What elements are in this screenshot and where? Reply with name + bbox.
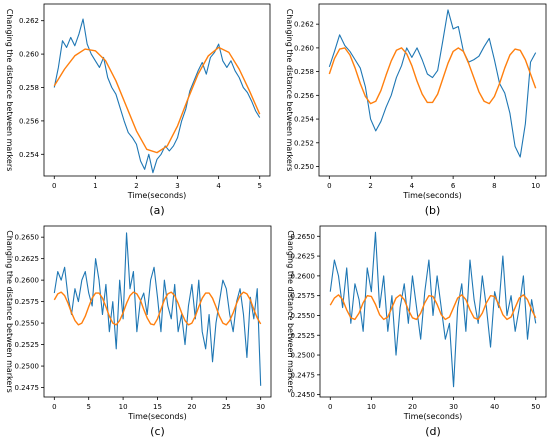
y-tick-label: 0.258 [19, 84, 39, 92]
y-tick-label: 0.262 [294, 21, 314, 29]
plot-frame [319, 225, 547, 398]
chart-panel: 0 5 10 15 20 25 30 0.2475 0.2500 0.2525 0.2550 0.25… [5, 225, 272, 438]
y-tick-label: 0.2550 [291, 312, 316, 320]
y-tick-label: 0.2650 [15, 234, 40, 242]
x-tick-label: 20 [187, 403, 196, 411]
y-tick-label: 0.2550 [15, 320, 40, 328]
x-tick-label: 4 [410, 182, 415, 190]
y-tick-label: 0.2475 [291, 371, 316, 379]
x-tick-label: 0 [327, 182, 331, 190]
y-tick-label: 0.2625 [291, 253, 316, 261]
x-tick-label: 5 [86, 403, 90, 411]
fit-series [329, 294, 537, 321]
x-tick-label: 2 [134, 182, 138, 190]
y-tick-label: 0.2500 [291, 352, 316, 360]
plot-frame [43, 3, 271, 177]
y-tick-label: 0.258 [294, 68, 314, 76]
measured-series [329, 231, 537, 388]
y-axis-label: Changing the distance between markers [5, 9, 14, 172]
y-tick-label: 0.2575 [15, 298, 40, 306]
x-tick-label: 3 [175, 182, 179, 190]
y-tick-label: 0.2500 [15, 363, 40, 371]
x-tick-label: 15 [153, 403, 162, 411]
y-tick-label: 0.2600 [15, 277, 40, 285]
panel-caption: (b) [425, 204, 441, 217]
chart-panel: 0 10 20 30 40 50 0.2450 0.2475 0.2500 0.2525 0.255… [286, 225, 547, 438]
x-tick-label: 10 [367, 403, 376, 411]
x-axis-label: Time(seconds) [402, 191, 462, 200]
x-tick-label: 50 [531, 403, 540, 411]
y-tick-label: 0.260 [294, 44, 314, 52]
y-tick-label: 0.252 [294, 139, 314, 147]
fit-series [53, 291, 262, 326]
x-tick-label: 20 [408, 403, 417, 411]
y-tick-label: 0.254 [294, 116, 315, 124]
panel-caption: (d) [425, 425, 441, 438]
x-tick-label: 1 [93, 182, 97, 190]
x-tick-label: 30 [256, 403, 265, 411]
y-tick-label: 0.256 [19, 117, 40, 125]
x-axis-label: Time(seconds) [127, 191, 187, 200]
x-tick-label: 40 [490, 403, 499, 411]
x-tick-label: 2 [368, 182, 372, 190]
y-tick-label: 0.2575 [291, 292, 316, 300]
x-tick-label: 5 [257, 182, 261, 190]
y-tick-label: 0.2450 [291, 391, 316, 399]
y-tick-label: 0.2525 [15, 341, 40, 349]
x-tick-label: 0 [52, 182, 56, 190]
y-axis-label: Changing the distance between markers [5, 230, 14, 393]
fit-series [53, 46, 261, 154]
panel-caption: (c) [150, 425, 165, 438]
measured-series [53, 232, 262, 386]
fit-series [328, 47, 537, 105]
x-tick-label: 0 [52, 403, 56, 411]
y-tick-label: 0.254 [19, 151, 40, 159]
x-axis-label: Time(seconds) [127, 412, 187, 421]
y-tick-label: 0.2475 [15, 384, 40, 392]
x-tick-label: 30 [449, 403, 458, 411]
y-tick-label: 0.2525 [291, 332, 316, 340]
x-tick-label: 8 [492, 182, 496, 190]
y-axis-label: Changing the distance between markers [286, 230, 295, 393]
plot-frame [318, 3, 547, 177]
x-axis-label: Time(seconds) [403, 412, 463, 421]
y-tick-label: 0.260 [19, 51, 39, 59]
chart-panel: 0 2 4 6 8 10 0.250 0.252 0.254 0.256 0.258 0.260 0.2… [285, 3, 547, 217]
panel-caption: (a) [149, 204, 164, 217]
measured-series [53, 18, 261, 174]
x-tick-label: 10 [531, 182, 540, 190]
y-tick-label: 0.256 [294, 92, 315, 100]
x-tick-label: 25 [222, 403, 231, 411]
y-tick-label: 0.250 [294, 163, 314, 171]
y-tick-label: 0.2650 [291, 233, 316, 241]
x-tick-label: 4 [216, 182, 221, 190]
y-tick-label: 0.262 [19, 17, 39, 25]
x-tick-label: 0 [328, 403, 332, 411]
plot-frame [43, 225, 272, 398]
y-tick-label: 0.2625 [15, 255, 40, 263]
y-axis-label: Changing the distance between markers [285, 9, 294, 172]
x-tick-label: 6 [451, 182, 456, 190]
measured-series [328, 9, 537, 158]
chart-panel: 0 1 2 3 4 5 0.254 0.256 0.258 0.260 0.262 Time(seco… [5, 3, 271, 217]
y-tick-label: 0.2600 [291, 272, 316, 280]
x-tick-label: 10 [119, 403, 128, 411]
